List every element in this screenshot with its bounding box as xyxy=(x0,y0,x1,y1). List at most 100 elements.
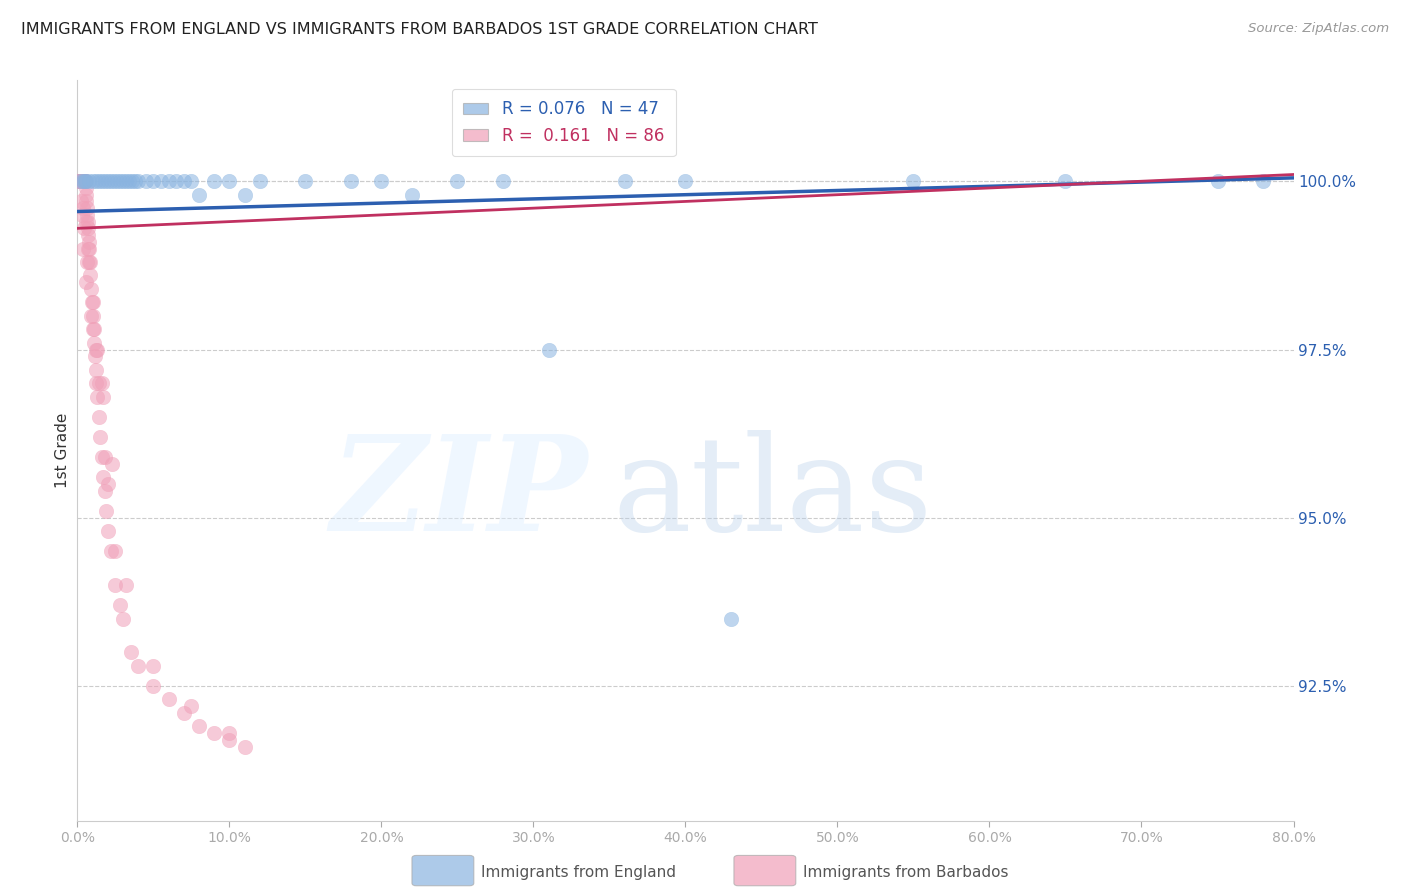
Point xyxy=(77,221,100,235)
Point xyxy=(90,450,112,465)
Point xyxy=(76,214,98,228)
Point xyxy=(93,483,115,498)
Point xyxy=(100,544,122,558)
Point xyxy=(249,174,271,188)
Point xyxy=(446,174,468,188)
Point xyxy=(218,174,240,188)
Point xyxy=(173,174,195,188)
Text: ZIP: ZIP xyxy=(330,430,588,559)
Point xyxy=(202,726,225,740)
Point xyxy=(233,187,256,202)
Point xyxy=(89,430,111,444)
Point xyxy=(86,376,108,391)
Point xyxy=(76,255,98,269)
Point xyxy=(91,390,114,404)
Point xyxy=(173,706,195,720)
Point xyxy=(75,174,97,188)
Point xyxy=(82,309,104,323)
Point xyxy=(103,174,125,188)
Point xyxy=(77,242,100,256)
Point xyxy=(903,174,925,188)
Point xyxy=(142,658,165,673)
Point xyxy=(69,174,91,188)
Point xyxy=(70,194,93,209)
Point xyxy=(294,174,316,188)
Point xyxy=(537,343,560,357)
Point xyxy=(111,174,134,188)
Point xyxy=(157,692,180,706)
Point xyxy=(492,174,515,188)
Point xyxy=(76,208,98,222)
Point xyxy=(79,255,101,269)
Point xyxy=(82,295,104,310)
Text: IMMIGRANTS FROM ENGLAND VS IMMIGRANTS FROM BARBADOS 1ST GRADE CORRELATION CHART: IMMIGRANTS FROM ENGLAND VS IMMIGRANTS FR… xyxy=(21,22,818,37)
Point xyxy=(86,343,108,357)
Point xyxy=(157,174,180,188)
Point xyxy=(77,235,100,249)
Point xyxy=(80,282,103,296)
Point xyxy=(91,470,114,484)
Point xyxy=(89,376,111,391)
Point xyxy=(105,174,128,188)
Point xyxy=(104,578,127,592)
Point xyxy=(86,390,108,404)
Point xyxy=(72,242,94,256)
Point xyxy=(69,174,91,188)
Point xyxy=(76,201,98,215)
Point xyxy=(79,268,101,283)
Point xyxy=(79,255,101,269)
Point xyxy=(104,544,127,558)
Point xyxy=(1206,174,1229,188)
Y-axis label: 1st Grade: 1st Grade xyxy=(55,413,70,488)
Point xyxy=(108,174,131,188)
Point xyxy=(73,174,96,188)
Point xyxy=(97,477,120,491)
Point xyxy=(83,349,105,363)
Point xyxy=(87,174,110,188)
Point xyxy=(70,174,93,188)
Point xyxy=(83,322,105,336)
Point xyxy=(70,174,93,188)
Point xyxy=(94,450,117,465)
Point xyxy=(127,658,149,673)
Point xyxy=(100,174,122,188)
Point xyxy=(75,194,97,209)
Point xyxy=(142,679,165,693)
Point xyxy=(67,174,90,188)
Point xyxy=(70,174,93,188)
Point xyxy=(97,174,120,188)
Point xyxy=(97,524,120,539)
Point xyxy=(72,174,94,188)
Point xyxy=(108,599,131,613)
Point xyxy=(82,174,104,188)
Point xyxy=(121,174,143,188)
Point xyxy=(69,174,91,188)
Point xyxy=(1054,174,1077,188)
Point xyxy=(188,719,211,733)
Point xyxy=(1251,174,1274,188)
Point xyxy=(96,504,118,518)
Point xyxy=(401,187,423,202)
Point xyxy=(80,295,103,310)
Point xyxy=(101,457,124,471)
Point xyxy=(127,174,149,188)
Point xyxy=(79,174,101,188)
Point xyxy=(70,174,93,188)
Point xyxy=(77,228,100,243)
Point xyxy=(188,187,211,202)
Point xyxy=(142,174,165,188)
Point xyxy=(111,612,134,626)
Point xyxy=(72,174,94,188)
Point xyxy=(75,275,97,289)
Point xyxy=(720,612,742,626)
Point xyxy=(73,221,96,235)
Point xyxy=(180,174,202,188)
Point xyxy=(69,174,91,188)
Point xyxy=(165,174,187,188)
Point xyxy=(84,362,107,376)
Point xyxy=(87,409,110,424)
Text: Immigrants from Barbados: Immigrants from Barbados xyxy=(803,865,1008,880)
Point xyxy=(613,174,636,188)
Point xyxy=(149,174,172,188)
Point xyxy=(218,732,240,747)
